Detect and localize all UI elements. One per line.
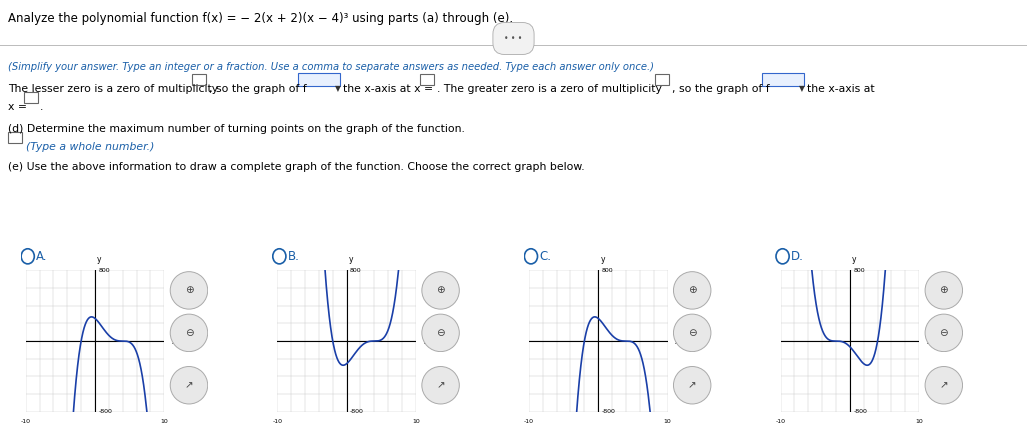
Circle shape	[674, 366, 711, 404]
Text: -10: -10	[21, 419, 31, 424]
Text: ↗: ↗	[940, 380, 948, 390]
Text: D.: D.	[791, 250, 804, 263]
Text: x: x	[172, 337, 177, 345]
Text: -10: -10	[524, 419, 534, 424]
Text: y: y	[349, 255, 353, 264]
Text: the x-axis at x =: the x-axis at x =	[343, 84, 433, 94]
Text: . The greater zero is a zero of multiplicity: . The greater zero is a zero of multipli…	[438, 84, 661, 94]
Text: C.: C.	[539, 250, 551, 263]
Circle shape	[674, 314, 711, 352]
Text: x: x	[926, 337, 931, 345]
Text: -800: -800	[602, 409, 615, 414]
Text: y: y	[852, 255, 857, 264]
Text: 800: 800	[853, 268, 865, 273]
Text: ↗: ↗	[185, 380, 193, 390]
Text: -10: -10	[775, 419, 786, 424]
Text: ⊕: ⊕	[688, 285, 696, 296]
Text: ⊖: ⊖	[688, 328, 696, 338]
Text: x: x	[675, 337, 680, 345]
Text: -800: -800	[99, 409, 112, 414]
Text: the x-axis at: the x-axis at	[807, 84, 875, 94]
Text: A.: A.	[36, 250, 47, 263]
Text: (d) Determine the maximum number of turning points on the graph of the function.: (d) Determine the maximum number of turn…	[8, 124, 465, 134]
Text: , so the graph of f: , so the graph of f	[210, 84, 307, 94]
Text: 800: 800	[350, 268, 362, 273]
Text: (e) Use the above information to draw a complete graph of the function. Choose t: (e) Use the above information to draw a …	[8, 162, 584, 172]
Text: The lesser zero is a zero of multiplicity: The lesser zero is a zero of multiplicit…	[8, 84, 218, 94]
Bar	[192, 74, 206, 85]
Bar	[24, 92, 38, 103]
Text: 800: 800	[602, 268, 613, 273]
Circle shape	[170, 314, 207, 352]
Text: ▼: ▼	[335, 84, 341, 93]
Text: ⊖: ⊖	[940, 328, 948, 338]
Text: (Type a whole number.): (Type a whole number.)	[26, 142, 154, 152]
Circle shape	[422, 314, 459, 352]
Circle shape	[170, 272, 207, 309]
Circle shape	[925, 314, 962, 352]
Text: 10: 10	[412, 419, 420, 424]
Text: y: y	[98, 255, 102, 264]
Text: Analyze the polynomial function f(x) = − 2(x + 2)(x − 4)³ using parts (a) throug: Analyze the polynomial function f(x) = −…	[8, 12, 514, 25]
Bar	[655, 74, 669, 85]
Circle shape	[422, 366, 459, 404]
Text: -800: -800	[853, 409, 867, 414]
Text: .: .	[40, 102, 43, 112]
Bar	[762, 73, 804, 86]
Text: x: x	[423, 337, 428, 345]
Text: 10: 10	[663, 419, 672, 424]
Text: ↗: ↗	[436, 380, 445, 390]
Text: ⊕: ⊕	[185, 285, 193, 296]
Text: ⊖: ⊖	[436, 328, 445, 338]
Text: • • •: • • •	[504, 34, 523, 43]
Text: y: y	[601, 255, 605, 264]
Text: ⊖: ⊖	[185, 328, 193, 338]
Text: , so the graph of f: , so the graph of f	[672, 84, 770, 94]
Circle shape	[925, 366, 962, 404]
Text: -10: -10	[272, 419, 282, 424]
Bar	[420, 74, 434, 85]
Text: (Simplify your answer. Type an integer or a fraction. Use a comma to separate an: (Simplify your answer. Type an integer o…	[8, 62, 654, 72]
Text: ▼: ▼	[799, 84, 805, 93]
Text: 800: 800	[99, 268, 110, 273]
Text: -800: -800	[350, 409, 364, 414]
Text: 10: 10	[160, 419, 168, 424]
Circle shape	[925, 272, 962, 309]
Text: ↗: ↗	[688, 380, 696, 390]
Text: 10: 10	[915, 419, 923, 424]
Text: ⊕: ⊕	[940, 285, 948, 296]
Text: B.: B.	[288, 250, 300, 263]
Circle shape	[422, 272, 459, 309]
Text: ⊕: ⊕	[436, 285, 445, 296]
Bar	[8, 132, 22, 143]
Circle shape	[170, 366, 207, 404]
Text: x =: x =	[8, 102, 27, 112]
Circle shape	[674, 272, 711, 309]
Bar	[298, 73, 340, 86]
